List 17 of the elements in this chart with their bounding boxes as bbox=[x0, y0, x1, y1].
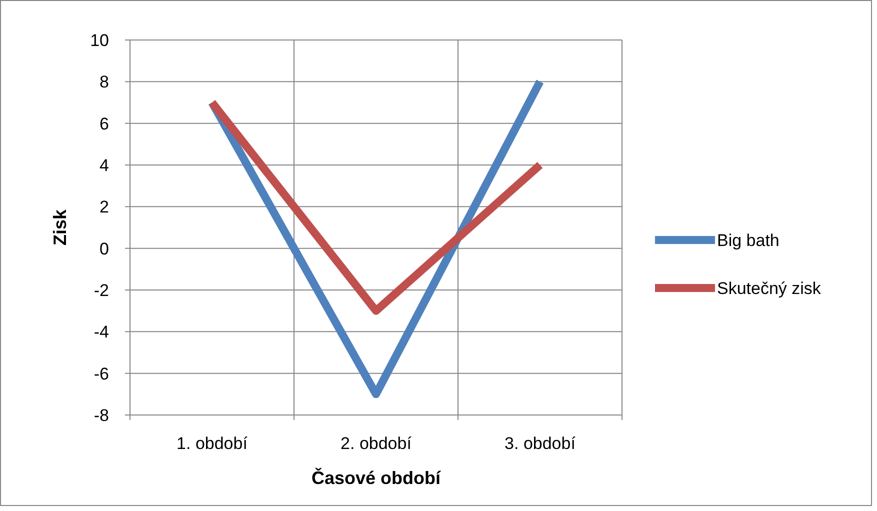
y-tick-label: -6 bbox=[94, 364, 109, 384]
y-tick-label: 0 bbox=[100, 239, 109, 258]
x-axis-title: Časové období bbox=[311, 467, 442, 488]
y-tick-label: 2 bbox=[100, 198, 109, 217]
y-tick-label: -8 bbox=[94, 406, 109, 425]
y-axis-title: Zisk bbox=[50, 208, 70, 246]
y-tick-label: 6 bbox=[100, 114, 109, 134]
y-tick-label: -4 bbox=[94, 322, 109, 342]
x-tick-label: 1. období bbox=[176, 434, 248, 453]
legend-label: Big bath bbox=[717, 230, 780, 250]
y-tick-label: -2 bbox=[94, 280, 109, 300]
y-tick-label: 8 bbox=[100, 72, 109, 92]
x-tick-label: 2. období bbox=[340, 434, 412, 453]
legend-label: Skutečný zisk bbox=[717, 278, 822, 298]
x-tick-label: 3. období bbox=[504, 434, 576, 453]
y-tick-label: 10 bbox=[90, 30, 109, 50]
y-tick-label: 4 bbox=[100, 156, 109, 175]
